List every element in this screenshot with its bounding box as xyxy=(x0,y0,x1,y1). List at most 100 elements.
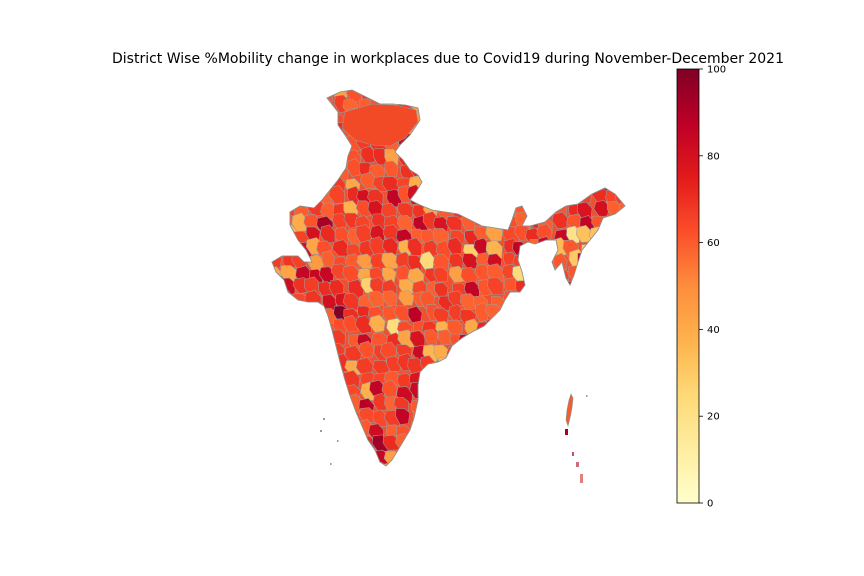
district-region xyxy=(292,397,307,417)
district-region xyxy=(528,174,543,192)
district-region xyxy=(565,111,583,131)
district-region xyxy=(433,448,450,466)
district-region xyxy=(618,175,625,194)
district-region xyxy=(553,460,570,466)
district-region xyxy=(344,437,360,457)
district-region xyxy=(604,398,621,418)
district-region xyxy=(589,112,606,130)
district-region xyxy=(600,347,617,364)
district-region xyxy=(292,186,309,207)
district-region xyxy=(347,157,362,177)
district-region xyxy=(419,410,438,428)
district-region xyxy=(489,163,508,182)
district-region xyxy=(615,126,625,143)
district-region xyxy=(577,446,595,464)
district-region xyxy=(317,409,334,428)
district-region xyxy=(615,462,625,466)
district-region xyxy=(278,124,296,141)
district-region xyxy=(512,435,529,456)
district-region xyxy=(473,422,490,440)
district-region xyxy=(278,445,294,464)
district-region xyxy=(488,122,506,141)
district-region xyxy=(447,423,464,443)
district-region xyxy=(552,381,572,399)
district-region xyxy=(516,321,533,339)
district-region xyxy=(604,269,620,288)
district-region xyxy=(478,109,493,130)
district-region xyxy=(510,120,528,140)
district-region xyxy=(473,406,489,427)
district-region xyxy=(524,321,542,340)
district-region xyxy=(592,449,610,466)
district-region xyxy=(291,319,306,337)
district-region xyxy=(499,184,514,203)
district-region xyxy=(432,90,451,103)
district-region xyxy=(294,459,311,466)
district-region xyxy=(485,94,500,112)
district-region xyxy=(512,410,530,429)
district-region xyxy=(562,372,580,388)
district-region xyxy=(487,147,504,165)
district-region xyxy=(499,123,517,140)
district-region xyxy=(580,461,597,466)
district-region xyxy=(619,134,625,150)
district-region xyxy=(450,120,468,138)
district-region xyxy=(410,135,425,153)
district-region xyxy=(540,343,559,359)
district-region xyxy=(498,135,514,155)
district-region xyxy=(551,445,568,464)
district-region xyxy=(565,382,582,401)
district-region xyxy=(280,315,298,335)
district-region xyxy=(293,124,310,140)
district-region xyxy=(459,346,477,364)
district-region xyxy=(421,398,439,417)
district-region xyxy=(605,305,622,322)
district-region xyxy=(272,90,283,101)
india-district-map xyxy=(271,89,626,483)
district-region xyxy=(602,460,619,466)
district-region xyxy=(317,150,336,167)
district-region xyxy=(591,240,609,258)
district-region xyxy=(510,380,529,399)
district-region xyxy=(487,204,504,221)
district-region xyxy=(296,353,312,372)
district-region xyxy=(342,418,360,438)
district-region xyxy=(580,397,598,415)
district-region xyxy=(499,393,516,413)
district-region xyxy=(437,136,452,154)
district-region xyxy=(332,149,348,166)
district-region xyxy=(539,188,555,205)
district-region xyxy=(604,408,621,426)
district-region xyxy=(603,331,621,350)
colorbar: 0 20 40 60 80 100 xyxy=(676,65,726,510)
district-region xyxy=(589,281,605,300)
district-region xyxy=(306,359,322,377)
district-region xyxy=(526,264,543,282)
district-region xyxy=(577,132,595,152)
district-region xyxy=(590,342,606,361)
district-region xyxy=(527,111,545,129)
district-region xyxy=(317,433,334,453)
district-region xyxy=(619,446,625,463)
district-region xyxy=(541,461,556,466)
district-region xyxy=(309,461,325,466)
district-region xyxy=(615,407,625,426)
district-region xyxy=(333,447,351,466)
district-region xyxy=(321,109,336,127)
district-region xyxy=(446,345,465,361)
district-region xyxy=(605,236,622,256)
district-region xyxy=(303,408,320,428)
district-region xyxy=(276,411,292,429)
district-region xyxy=(591,302,609,320)
district-region xyxy=(293,412,311,428)
district-region xyxy=(472,437,490,455)
district-region xyxy=(487,383,505,402)
region-jammu-kashmir xyxy=(341,103,419,147)
district-region xyxy=(607,315,622,335)
district-region xyxy=(527,162,545,181)
district-region xyxy=(281,94,298,114)
district-region xyxy=(303,276,321,295)
district-region xyxy=(304,449,321,466)
district-region xyxy=(548,148,566,166)
district-region xyxy=(424,160,443,179)
